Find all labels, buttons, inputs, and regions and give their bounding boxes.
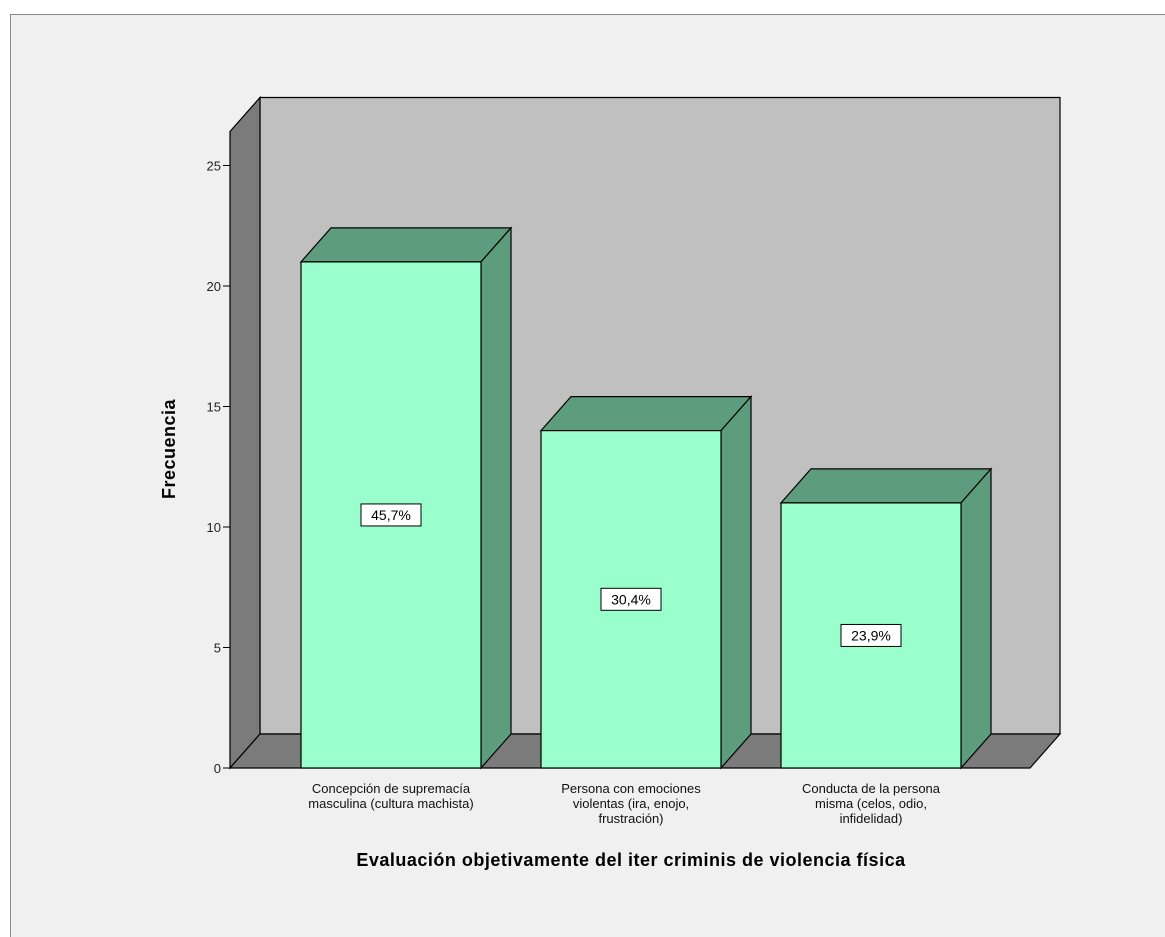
y-tick-label: 20 <box>207 279 221 294</box>
bar-1: 45,7% <box>299 226 513 770</box>
bar-side <box>960 467 992 770</box>
bar-top <box>299 227 513 263</box>
data-label-box <box>600 587 662 611</box>
bar-side <box>480 226 512 770</box>
bar-side <box>720 395 752 770</box>
data-label-box <box>360 503 422 527</box>
x-axis: Concepción de supremacía masculina (cultu… <box>308 781 941 826</box>
bar-top <box>539 396 753 432</box>
bar-3: 23,9% <box>779 467 993 770</box>
x-tick-label: Concepción de supremacía masculina (cultu… <box>308 781 473 811</box>
x-axis-title: Evaluación objetivamente del iter crimin… <box>356 850 906 870</box>
bar-2: 30,4% <box>539 395 753 770</box>
y-tick-label: 25 <box>207 159 221 174</box>
y-tick-label: 0 <box>214 761 221 776</box>
data-label: 45,7% <box>371 507 411 523</box>
bars: 45,7% 30,4% 23,9% <box>299 226 993 770</box>
data-label-box <box>840 623 902 647</box>
y-tick-label: 15 <box>207 400 221 415</box>
data-label: 23,9% <box>851 627 891 643</box>
y-tick-label: 5 <box>214 641 221 656</box>
x-tick-label: Persona con emociones violentas (ira, eno… <box>561 781 701 826</box>
y-tick-label: 10 <box>207 520 221 535</box>
data-label: 30,4% <box>611 591 651 607</box>
y-axis-title: Frecuencia <box>159 398 179 499</box>
x-tick-label: Conducta de la persona misma (celos, odio… <box>802 781 941 826</box>
side-wall <box>229 95 261 770</box>
y-axis: 0 5 10 15 20 25 <box>207 131 231 776</box>
bar-top <box>779 468 993 504</box>
